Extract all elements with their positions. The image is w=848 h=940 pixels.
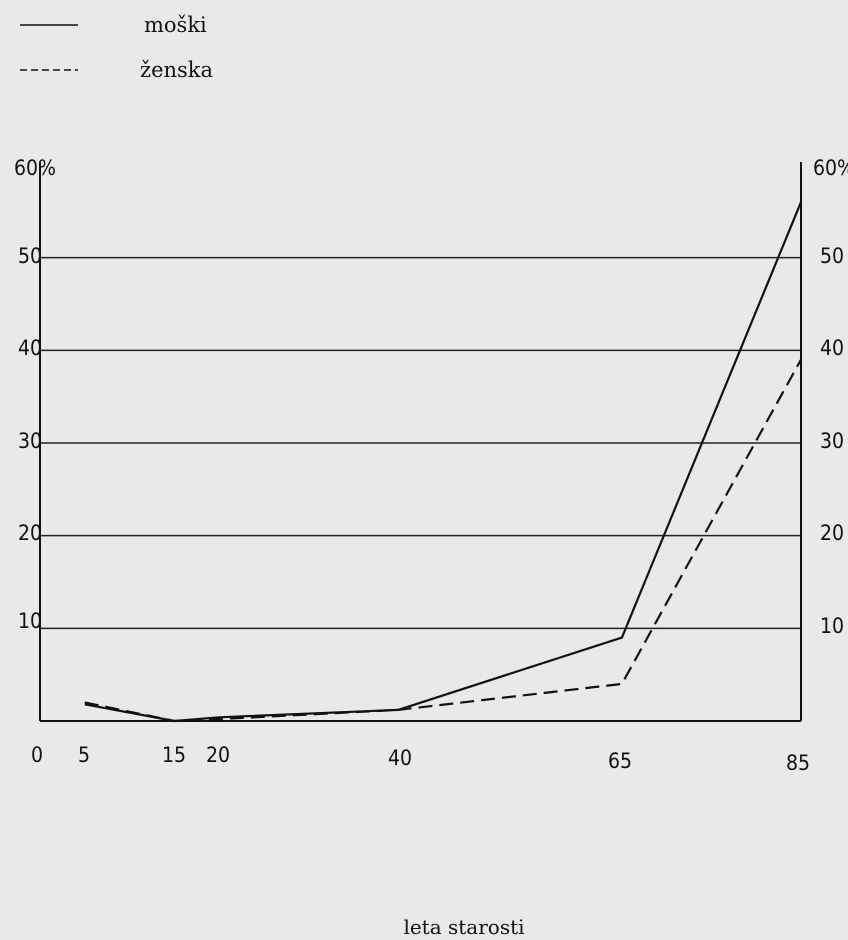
y-tick-left-40: 40 bbox=[18, 336, 42, 360]
x-axis-label: leta starosti bbox=[403, 915, 524, 939]
y-tick-right-20: 20 bbox=[820, 521, 844, 545]
tick-labels: 60% 50 40 30 20 10 60% 50 40 30 20 10 0 5 15 20 40 65 85 bbox=[14, 156, 848, 775]
y-tick-left-20: 20 bbox=[18, 521, 42, 545]
x-tick-40: 40 bbox=[388, 746, 412, 770]
y-tick-left-10: 10 bbox=[18, 609, 42, 633]
y-tick-left-60: 60% bbox=[14, 156, 56, 180]
legend: moški ženska bbox=[20, 13, 213, 82]
y-tick-right-10: 10 bbox=[820, 614, 844, 638]
series-lines bbox=[84, 201, 803, 723]
x-tick-5: 5 bbox=[78, 743, 90, 767]
x-tick-85: 85 bbox=[786, 751, 810, 775]
series-line-2 bbox=[84, 359, 802, 723]
legend-label-1: moški bbox=[144, 13, 207, 37]
y-tick-right-60: 60% bbox=[813, 156, 848, 180]
y-tick-right-50: 50 bbox=[820, 244, 844, 268]
axes bbox=[39, 162, 802, 722]
x-tick-65: 65 bbox=[608, 749, 632, 773]
y-tick-right-30: 30 bbox=[820, 429, 844, 453]
x-tick-20: 20 bbox=[206, 743, 230, 767]
y-tick-left-50: 50 bbox=[18, 244, 42, 268]
series-line-1 bbox=[84, 201, 803, 723]
x-tick-15: 15 bbox=[162, 743, 186, 767]
x-tick-0: 0 bbox=[31, 743, 43, 767]
grid-lines bbox=[40, 256, 801, 630]
y-tick-left-30: 30 bbox=[18, 429, 42, 453]
legend-label-2: ženska bbox=[140, 58, 213, 82]
y-tick-right-40: 40 bbox=[820, 336, 844, 360]
